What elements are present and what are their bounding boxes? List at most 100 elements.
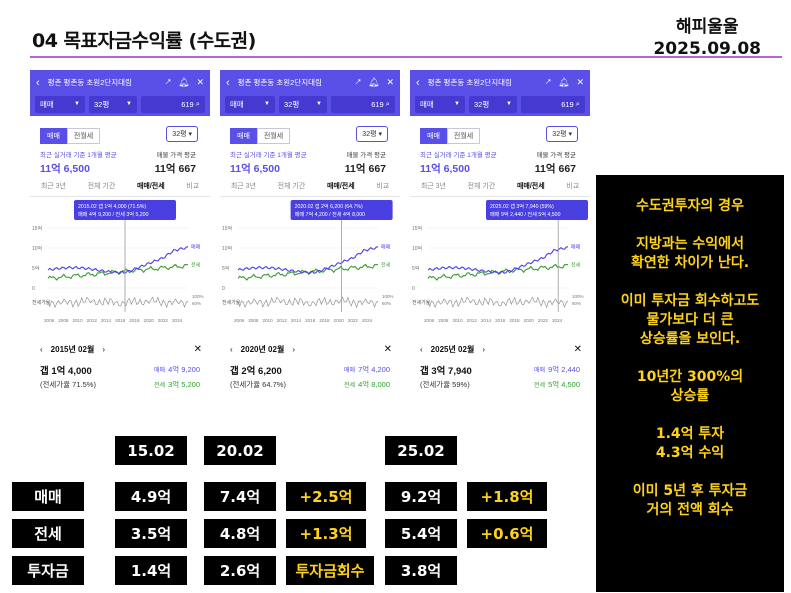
investment-recovered: 투자금회수 [286, 556, 374, 585]
y-tick-label: 0 [222, 286, 225, 292]
lease-price: 전세 3억 5,200 [154, 380, 200, 389]
row-label-sale: 매매 [12, 482, 84, 511]
period-tabs: 최근 3년 전체 기간 매매/전세 비교 [220, 181, 400, 197]
share-icon[interactable]: ⭧ [545, 77, 552, 87]
close-icon[interactable]: ✕ [383, 344, 392, 355]
lease-2020: 4.8억 [204, 519, 276, 548]
close-icon[interactable]: ✕ [193, 344, 202, 355]
tab-all-period[interactable]: 전체 기간 [87, 183, 116, 190]
listing-count-button[interactable]: 619 ⌕ [141, 95, 205, 113]
pyeong-select[interactable]: 32평 ▾ [546, 126, 578, 142]
prev-month-icon[interactable]: ‹ [40, 345, 43, 354]
tab-compare[interactable]: 비교 [186, 183, 200, 190]
sale-change-2025: +1.8억 [467, 482, 547, 511]
prev-month-icon[interactable]: ‹ [230, 345, 233, 354]
size-select[interactable]: 32평 ▼ [89, 95, 137, 113]
toggle-sale[interactable]: 매매 [40, 128, 67, 144]
recent-deal-caption: 최근 실거래 기준 1개월 평균 [420, 152, 497, 159]
back-icon[interactable]: ‹ [36, 76, 40, 89]
tab-sale-lease[interactable]: 매매/전세 [326, 183, 355, 190]
back-icon[interactable]: ‹ [416, 76, 420, 89]
recent-deal-value: 11억 6,500 [420, 163, 470, 175]
selected-month: 2025년 02월 [430, 345, 475, 354]
chevron-down-icon: ▼ [454, 101, 460, 107]
callout-line-3: 이미 투자금 회수하고도 물가보다 더 큰 상승률을 보인다. [620, 293, 760, 347]
jeonse-ratio-line [427, 296, 569, 309]
toggle-sale[interactable]: 매매 [420, 128, 447, 144]
listing-count-button[interactable]: 619 ⌕ [521, 95, 585, 113]
sale-2015: 4.9억 [115, 482, 187, 511]
period-2015: 15.02 [115, 436, 187, 465]
share-icon[interactable]: ⭧ [355, 77, 362, 87]
month-navigator: ‹ 2015년 02월 › ✕ [40, 344, 202, 355]
legend-sale: 매매 [571, 244, 581, 251]
toggle-rent[interactable]: 전월세 [66, 128, 101, 144]
investment-2025: 3.8억 [385, 556, 457, 585]
pyeong-select[interactable]: 32평 ▾ [356, 126, 388, 142]
selected-month: 2020년 02월 [240, 345, 285, 354]
tab-all-period[interactable]: 전체 기간 [277, 183, 306, 190]
listing-count-button[interactable]: 619 ⌕ [331, 95, 395, 113]
listing-avg-value: 11억 667 [344, 163, 386, 175]
legend-lease: 전세 [381, 262, 391, 269]
lease-change-2020: +1.3억 [286, 519, 366, 548]
prev-month-icon[interactable]: ‹ [420, 345, 423, 354]
y-tick-label: 10억 [32, 245, 42, 252]
back-icon[interactable]: ‹ [226, 76, 230, 89]
jeonse-ratio-line [237, 296, 379, 309]
close-icon[interactable]: ✕ [576, 77, 584, 87]
tab-compare[interactable]: 비교 [376, 183, 390, 190]
author-name: 해피울울 [675, 17, 739, 37]
callout-line-4: 10년간 300%의 상승률 [636, 369, 744, 404]
bell-icon[interactable]: 🔔︎ [368, 77, 380, 87]
tab-compare[interactable]: 비교 [566, 183, 580, 190]
x-tick-label: 2014 [101, 318, 112, 323]
tab-recent-3y[interactable]: 최근 3년 [40, 183, 66, 190]
gap-value: 갭 2억 6,200 [230, 366, 282, 377]
toggle-sale[interactable]: 매매 [230, 128, 257, 144]
bell-icon[interactable]: 🔔︎ [558, 77, 570, 87]
tab-sale-lease[interactable]: 매매/전세 [136, 183, 165, 190]
tooltip-line-2: 매매 7억 4,200 / 전세 4억 8,000 [295, 210, 366, 218]
close-icon[interactable]: ✕ [386, 77, 394, 87]
legend-lease: 전세 [571, 262, 581, 269]
deal-type-select[interactable]: 매매 ▼ [35, 95, 85, 113]
jeonse-ratio: (전세가율 64.7%) [230, 380, 286, 389]
legend-sale: 매매 [191, 244, 201, 251]
bell-icon[interactable]: 🔔︎ [178, 77, 190, 87]
close-icon[interactable]: ✕ [573, 344, 582, 355]
gap-value: 갭 3억 7,940 [420, 366, 472, 377]
slide-date: 2025.09.08 [653, 39, 761, 59]
toggle-rent[interactable]: 전월세 [256, 128, 291, 144]
y-tick-label: 15억 [32, 225, 42, 232]
next-month-icon[interactable]: › [482, 345, 485, 354]
deal-type-select[interactable]: 매매 ▼ [415, 95, 465, 113]
ratio-tick-label: 60% [192, 301, 201, 306]
size-select[interactable]: 32평 ▼ [469, 95, 517, 113]
tab-recent-3y[interactable]: 최근 3년 [230, 183, 256, 190]
deal-type-select[interactable]: 매매 ▼ [225, 95, 275, 113]
lease-2025: 5.4억 [385, 519, 457, 548]
tab-recent-3y[interactable]: 최근 3년 [420, 183, 446, 190]
y-tick-label: 5억 [32, 265, 39, 272]
investment-2020: 2.6억 [204, 556, 276, 585]
row-label-investment: 투자금 [12, 556, 84, 585]
tab-all-period[interactable]: 전체 기간 [467, 183, 496, 190]
close-icon[interactable]: ✕ [196, 77, 204, 87]
period-tabs: 최근 3년 전체 기간 매매/전세 비교 [30, 181, 210, 197]
next-month-icon[interactable]: › [102, 345, 105, 354]
share-icon[interactable]: ⭧ [165, 77, 172, 87]
chevron-down-icon: ▼ [264, 101, 270, 107]
legend-sale: 매매 [381, 244, 391, 251]
next-month-icon[interactable]: › [292, 345, 295, 354]
trade-type-toggle: 매매 전월세 [420, 128, 481, 144]
toggle-rent[interactable]: 전월세 [446, 128, 481, 144]
sale-change-2020: +2.5억 [286, 482, 366, 511]
pyeong-select[interactable]: 32평 ▾ [166, 126, 198, 142]
size-select[interactable]: 32평 ▼ [279, 95, 327, 113]
recent-deal-value: 11억 6,500 [40, 163, 90, 175]
tab-sale-lease[interactable]: 매매/전세 [516, 183, 545, 190]
